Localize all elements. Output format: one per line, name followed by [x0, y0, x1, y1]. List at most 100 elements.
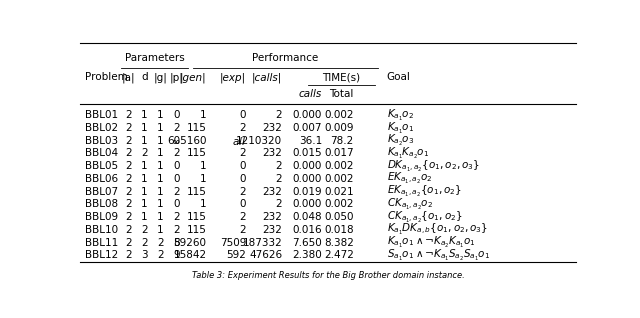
Text: 115: 115	[187, 225, 207, 235]
Text: 2: 2	[173, 149, 180, 158]
Text: 2: 2	[239, 149, 246, 158]
Text: |gen|: |gen|	[180, 72, 207, 83]
Text: BBL05: BBL05	[85, 161, 118, 171]
Text: 1: 1	[157, 149, 164, 158]
Text: |p|: |p|	[170, 72, 183, 83]
Text: 2: 2	[141, 238, 148, 248]
Text: 2.472: 2.472	[324, 250, 354, 260]
Text: 7509: 7509	[220, 238, 246, 248]
Text: 232: 232	[262, 225, 282, 235]
Text: 2: 2	[125, 136, 132, 146]
Text: 115: 115	[187, 123, 207, 133]
Text: 2.380: 2.380	[292, 250, 322, 260]
Text: $S_{a_1}o_1 \wedge \neg K_{a_1}S_{a_2}S_{a_1}o_1$: $S_{a_1}o_1 \wedge \neg K_{a_1}S_{a_2}S_…	[387, 248, 490, 263]
Text: |a|: |a|	[122, 72, 136, 83]
Text: |g|: |g|	[154, 72, 167, 83]
Text: $\infty$: $\infty$	[172, 136, 181, 146]
Text: 2: 2	[125, 199, 132, 210]
Text: 2: 2	[157, 238, 164, 248]
Text: $\mathit{all}$: $\mathit{all}$	[232, 135, 246, 147]
Text: 1: 1	[141, 161, 148, 171]
Text: $K_{a_2}o_3$: $K_{a_2}o_3$	[387, 133, 414, 148]
Text: 2: 2	[173, 212, 180, 222]
Text: 115: 115	[187, 187, 207, 197]
Text: 0: 0	[239, 161, 246, 171]
Text: Problem: Problem	[85, 72, 128, 82]
Text: $EK_{a_1,a_2}\{o_1,o_2\}$: $EK_{a_1,a_2}\{o_1,o_2\}$	[387, 184, 461, 199]
Text: 2: 2	[125, 187, 132, 197]
Text: 2: 2	[125, 110, 132, 120]
Text: 2: 2	[276, 174, 282, 184]
Text: 1: 1	[200, 110, 207, 120]
Text: 2: 2	[125, 212, 132, 222]
Text: 1: 1	[141, 199, 148, 210]
Text: Total: Total	[330, 89, 354, 100]
Text: Performance: Performance	[252, 53, 319, 63]
Text: 15842: 15842	[173, 250, 207, 260]
Text: 0.019: 0.019	[292, 187, 322, 197]
Text: calls: calls	[299, 89, 322, 100]
Text: 2: 2	[239, 225, 246, 235]
Text: 1: 1	[157, 161, 164, 171]
Text: 0: 0	[173, 174, 179, 184]
Text: 605160: 605160	[167, 136, 207, 146]
Text: BBL12: BBL12	[85, 250, 118, 260]
Text: 2: 2	[276, 110, 282, 120]
Text: 0.002: 0.002	[324, 110, 354, 120]
Text: 2: 2	[239, 212, 246, 222]
Text: Goal: Goal	[387, 72, 410, 82]
Text: 1: 1	[200, 161, 207, 171]
Text: 0.002: 0.002	[324, 174, 354, 184]
Text: 2: 2	[173, 225, 180, 235]
Text: $CK_{a_1,a_2}\{o_1,o_2\}$: $CK_{a_1,a_2}\{o_1,o_2\}$	[387, 210, 462, 225]
Text: 0.000: 0.000	[292, 199, 322, 210]
Text: 0.007: 0.007	[292, 123, 322, 133]
Text: 8: 8	[173, 238, 180, 248]
Text: 8.382: 8.382	[324, 238, 354, 248]
Text: Parameters: Parameters	[125, 53, 184, 63]
Text: 2: 2	[125, 174, 132, 184]
Text: 1: 1	[141, 212, 148, 222]
Text: BBL06: BBL06	[85, 174, 118, 184]
Text: 2: 2	[125, 149, 132, 158]
Text: 0.021: 0.021	[324, 187, 354, 197]
Text: BBL08: BBL08	[85, 199, 118, 210]
Text: 0: 0	[173, 199, 179, 210]
Text: $K_{a_1}o_2$: $K_{a_1}o_2$	[387, 108, 413, 123]
Text: $CK_{a_1,a_2}o_2$: $CK_{a_1,a_2}o_2$	[387, 197, 433, 212]
Text: 1210320: 1210320	[236, 136, 282, 146]
Text: 1: 1	[157, 212, 164, 222]
Text: BBL01: BBL01	[85, 110, 118, 120]
Text: 78.2: 78.2	[330, 136, 354, 146]
Text: $K_{a_1}DK_{a,b}\{o_1,o_2,o_3\}$: $K_{a_1}DK_{a,b}\{o_1,o_2,o_3\}$	[387, 222, 488, 238]
Text: 232: 232	[262, 149, 282, 158]
Text: 2: 2	[173, 123, 180, 133]
Text: 0.018: 0.018	[324, 225, 354, 235]
Text: 1: 1	[141, 136, 148, 146]
Text: 0: 0	[173, 161, 179, 171]
Text: $K_{a_1}o_1$: $K_{a_1}o_1$	[387, 121, 414, 135]
Text: TIME(s): TIME(s)	[323, 72, 360, 82]
Text: 0: 0	[239, 199, 246, 210]
Text: 0.009: 0.009	[324, 123, 354, 133]
Text: BBL10: BBL10	[85, 225, 118, 235]
Text: 0: 0	[239, 110, 246, 120]
Text: $DK_{a_1,a_2}\{o_1,o_2,o_3\}$: $DK_{a_1,a_2}\{o_1,o_2,o_3\}$	[387, 159, 479, 174]
Text: 1: 1	[157, 110, 164, 120]
Text: 2: 2	[141, 149, 148, 158]
Text: 2: 2	[239, 123, 246, 133]
Text: 0.050: 0.050	[324, 212, 354, 222]
Text: $K_{a_1}K_{a_2}o_1$: $K_{a_1}K_{a_2}o_1$	[387, 146, 429, 161]
Text: 1: 1	[157, 174, 164, 184]
Text: 1: 1	[157, 123, 164, 133]
Text: 0.000: 0.000	[292, 161, 322, 171]
Text: 2: 2	[125, 225, 132, 235]
Text: 115: 115	[187, 212, 207, 222]
Text: 2: 2	[276, 161, 282, 171]
Text: 1: 1	[157, 225, 164, 235]
Text: 1: 1	[157, 187, 164, 197]
Text: d: d	[141, 72, 148, 82]
Text: 2: 2	[276, 199, 282, 210]
Text: Table 3: Experiment Results for the Big Brother domain instance.: Table 3: Experiment Results for the Big …	[191, 271, 465, 280]
Text: 2: 2	[125, 123, 132, 133]
